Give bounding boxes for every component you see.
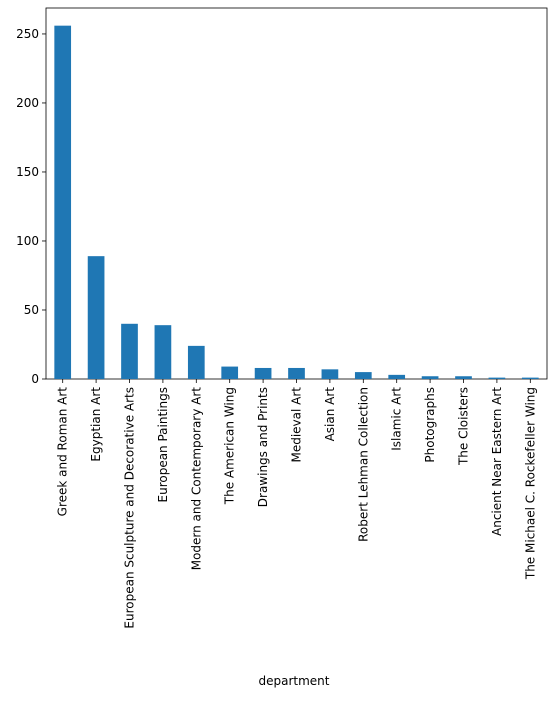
- bar: [288, 367, 305, 379]
- y-tick-label: 100: [16, 234, 39, 248]
- bar: [154, 325, 172, 379]
- y-tick-label: 50: [24, 303, 39, 317]
- x-tick-label: Islamic Art: [390, 387, 404, 451]
- x-tick-label: Photographs: [423, 387, 437, 463]
- bar: [321, 369, 339, 379]
- x-tick-label: The Michael C. Rockefeller Wing: [523, 387, 537, 580]
- bar: [388, 374, 406, 379]
- x-tick-label: Modern and Contemporary Art: [189, 387, 203, 571]
- bar: [455, 376, 472, 379]
- bar: [87, 256, 105, 379]
- x-tick-label: Ancient Near Eastern Art: [490, 387, 504, 536]
- bar: [187, 345, 205, 379]
- x-tick-label: Egyptian Art: [89, 387, 103, 462]
- x-tick-label: The American Wing: [223, 387, 237, 505]
- x-tick-label: The Cloisters: [457, 387, 471, 466]
- x-tick-label: Greek and Roman Art: [56, 387, 70, 517]
- bar: [521, 377, 539, 379]
- axes-frame: [45, 7, 548, 380]
- bar: [488, 377, 506, 379]
- x-tick-label: Asian Art: [323, 387, 337, 442]
- bar: [121, 323, 138, 379]
- y-tick-label: 150: [16, 165, 39, 179]
- x-tick-label: European Sculpture and Decorative Arts: [123, 387, 137, 629]
- y-tick-label: 200: [16, 96, 39, 110]
- x-axis-label: department: [259, 674, 330, 688]
- bar: [421, 376, 439, 379]
- x-tick-label: Medieval Art: [290, 387, 304, 463]
- bar: [354, 372, 372, 379]
- bar: [254, 367, 272, 379]
- bar: [221, 366, 239, 379]
- bar: [54, 25, 72, 380]
- x-tick-label: European Paintings: [156, 387, 170, 502]
- y-tick-label: 250: [16, 27, 39, 41]
- x-tick-label: Drawings and Prints: [256, 387, 270, 507]
- x-tick-label: Robert Lehman Collection: [356, 387, 370, 542]
- y-tick-label: 0: [31, 372, 39, 386]
